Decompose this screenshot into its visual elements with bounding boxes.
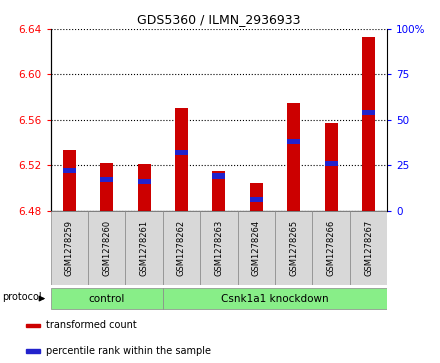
- FancyBboxPatch shape: [275, 211, 312, 285]
- Title: GDS5360 / ILMN_2936933: GDS5360 / ILMN_2936933: [137, 13, 301, 26]
- FancyBboxPatch shape: [163, 211, 200, 285]
- Text: GSM1278264: GSM1278264: [252, 220, 261, 276]
- Bar: [325, 160, 337, 166]
- Bar: [63, 168, 76, 173]
- Bar: [26, 349, 40, 353]
- Text: GSM1278265: GSM1278265: [289, 220, 298, 276]
- FancyBboxPatch shape: [125, 211, 163, 285]
- Text: GSM1278262: GSM1278262: [177, 220, 186, 276]
- Bar: [250, 197, 263, 203]
- Bar: [175, 150, 188, 155]
- Bar: [138, 164, 150, 211]
- Text: GSM1278263: GSM1278263: [214, 220, 224, 276]
- Bar: [213, 174, 225, 179]
- Text: control: control: [88, 294, 125, 303]
- Text: GSM1278261: GSM1278261: [139, 220, 149, 276]
- Bar: [362, 37, 375, 211]
- Bar: [100, 177, 113, 182]
- Bar: [325, 123, 337, 211]
- Bar: [100, 163, 113, 211]
- Text: transformed count: transformed count: [46, 321, 137, 330]
- Bar: [138, 179, 150, 184]
- Bar: [362, 110, 375, 115]
- Text: percentile rank within the sample: percentile rank within the sample: [46, 346, 211, 356]
- Text: GSM1278259: GSM1278259: [65, 220, 74, 276]
- Bar: [287, 139, 300, 144]
- FancyBboxPatch shape: [88, 211, 125, 285]
- Bar: [63, 150, 76, 211]
- FancyBboxPatch shape: [51, 288, 163, 309]
- Bar: [287, 103, 300, 211]
- Text: GSM1278260: GSM1278260: [102, 220, 111, 276]
- Text: protocol: protocol: [3, 292, 42, 302]
- FancyBboxPatch shape: [238, 211, 275, 285]
- FancyBboxPatch shape: [312, 211, 350, 285]
- Bar: [213, 171, 225, 211]
- Bar: [175, 109, 188, 211]
- Bar: [26, 323, 40, 327]
- FancyBboxPatch shape: [163, 288, 387, 309]
- Text: Csnk1a1 knockdown: Csnk1a1 knockdown: [221, 294, 329, 303]
- FancyBboxPatch shape: [51, 211, 88, 285]
- Text: GSM1278266: GSM1278266: [326, 220, 336, 276]
- Bar: [250, 183, 263, 211]
- Text: GSM1278267: GSM1278267: [364, 220, 373, 276]
- FancyBboxPatch shape: [200, 211, 238, 285]
- FancyBboxPatch shape: [350, 211, 387, 285]
